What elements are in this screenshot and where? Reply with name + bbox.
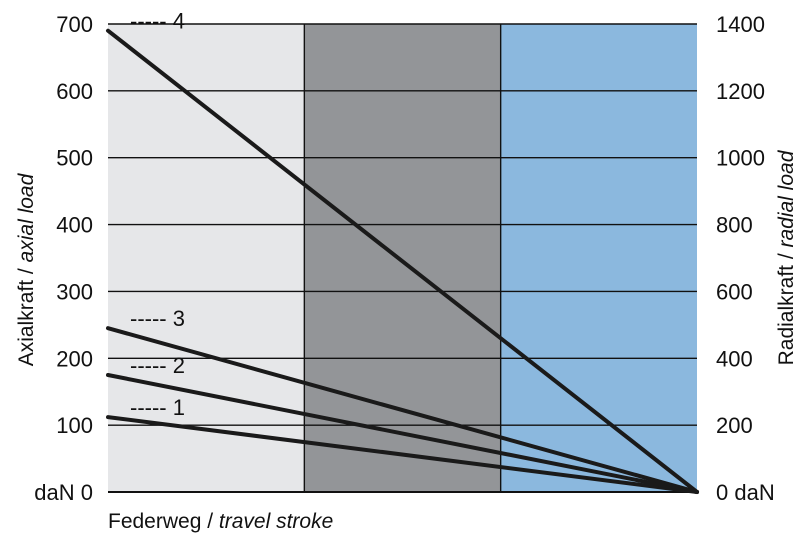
zone-3 [500, 24, 697, 492]
series-line-2 [106, 373, 699, 494]
left-tick-label: 200 [56, 346, 93, 371]
zone-1 [108, 24, 305, 492]
stroke-zones [108, 24, 697, 492]
gridlines [108, 23, 697, 493]
series-line-3 [106, 326, 699, 494]
right-axis-ticks: 0 daN 200 400 600 800 1000 1200 1400 [716, 12, 775, 505]
y-left-title-en: axial load [15, 172, 38, 262]
left-axis-ticks: daN 0 100 200 300 400 500 600 700 [34, 12, 93, 505]
right-tick-label: 600 [716, 279, 753, 304]
series-line-4 [106, 28, 699, 494]
series-labels: ----- 1 ----- 2 ----- 3 ----- 4 [130, 9, 185, 420]
right-tick-label: 1400 [716, 12, 765, 37]
y-right-title-en: radial load [775, 149, 798, 247]
left-tick-label: 100 [56, 413, 93, 438]
x-title-en: travel stroke [219, 510, 333, 533]
right-tick-label: 800 [716, 213, 753, 238]
zone-2 [304, 24, 501, 492]
series-line-1 [106, 415, 699, 494]
series-lines [106, 28, 699, 494]
x-title-de: Federweg / [108, 510, 219, 533]
y-left-axis-title: Axialkraft / axial load [15, 172, 38, 366]
x-axis-title: Federweg / travel stroke [108, 510, 333, 533]
right-tick-label: 0 daN [716, 480, 775, 505]
right-tick-label: 400 [716, 346, 753, 371]
left-tick-label: 600 [56, 79, 93, 104]
right-tick-label: 1000 [716, 146, 765, 171]
series-label-2: ----- 2 [130, 353, 185, 378]
y-right-title-de: Radialkraft / [775, 248, 798, 366]
series-label-4: ----- 4 [130, 9, 185, 34]
left-tick-label: daN 0 [34, 480, 93, 505]
y-right-axis-title: Radialkraft / radial load [775, 149, 798, 365]
series-label-1: ----- 1 [130, 395, 185, 420]
left-tick-label: 400 [56, 213, 93, 238]
left-tick-label: 500 [56, 146, 93, 171]
left-tick-label: 700 [56, 12, 93, 37]
right-tick-label: 200 [716, 413, 753, 438]
series-label-3: ----- 3 [130, 306, 185, 331]
right-tick-label: 1200 [716, 79, 765, 104]
left-tick-label: 300 [56, 279, 93, 304]
y-left-title-de: Axialkraft / [15, 262, 38, 366]
